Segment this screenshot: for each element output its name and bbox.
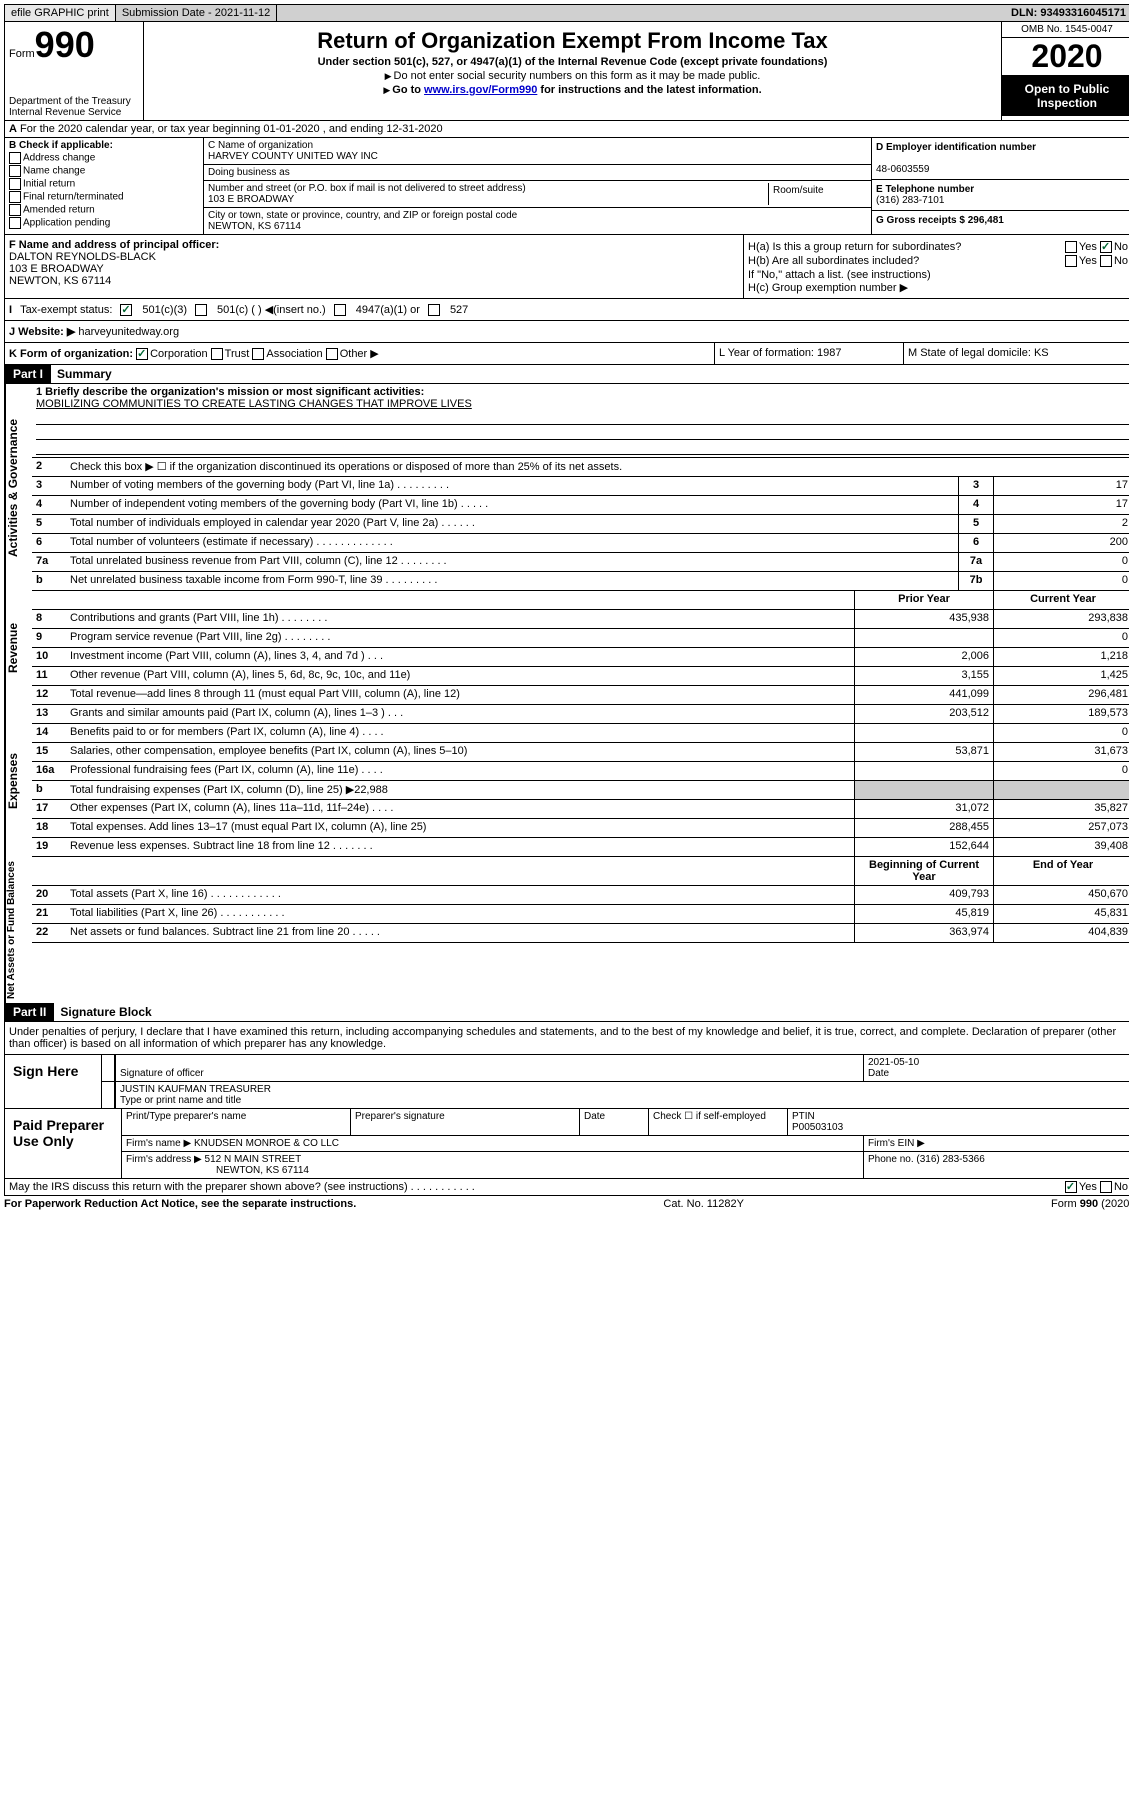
form-subtitle: Under section 501(c), 527, or 4947(a)(1)… <box>148 56 997 68</box>
header-left: Form990 Department of the Treasury Inter… <box>5 22 144 120</box>
part-i-header: Part ISummary <box>4 365 1129 384</box>
table-row: 2Check this box ▶ ☐ if the organization … <box>32 458 1129 477</box>
dln-label: DLN: 93493316045171 <box>1005 5 1129 21</box>
gross-receipts: G Gross receipts $ 296,481 <box>876 215 1004 226</box>
table-row: 8Contributions and grants (Part VIII, li… <box>32 610 1129 629</box>
header-right: OMB No. 1545-0047 2020 Open to Public In… <box>1001 22 1129 120</box>
form-header: Form990 Department of the Treasury Inter… <box>4 22 1129 121</box>
block-bcd: B Check if applicable: Address change Na… <box>4 138 1129 234</box>
org-city: NEWTON, KS 67114 <box>208 221 301 232</box>
table-row: 17Other expenses (Part IX, column (A), l… <box>32 800 1129 819</box>
table-row: 5Total number of individuals employed in… <box>32 515 1129 534</box>
table-row: 19Revenue less expenses. Subtract line 1… <box>32 838 1129 857</box>
table-row: 10Investment income (Part VIII, column (… <box>32 648 1129 667</box>
summary-table: Activities & Governance 1 Briefly descri… <box>4 384 1129 591</box>
discuss-no-checkbox[interactable] <box>1100 1181 1112 1193</box>
open-inspection: Open to Public Inspection <box>1002 76 1129 116</box>
501c3-checkbox[interactable] <box>120 304 132 316</box>
part-ii-header: Part IISignature Block <box>4 1003 1129 1022</box>
submission-date: Submission Date - 2021-11-12 <box>116 5 277 21</box>
table-row: 13Grants and similar amounts paid (Part … <box>32 705 1129 724</box>
form-version: Form 990 (2020) <box>1051 1198 1129 1210</box>
signature-declaration: Under penalties of perjury, I declare th… <box>4 1022 1129 1054</box>
website: harveyunitedway.org <box>78 326 179 338</box>
discuss-yes-checkbox[interactable] <box>1065 1181 1077 1193</box>
discuss-row: May the IRS discuss this return with the… <box>4 1179 1129 1196</box>
table-row: 7aTotal unrelated business revenue from … <box>32 553 1129 572</box>
officer-name: JUSTIN KAUFMAN TREASURER <box>120 1084 271 1095</box>
top-toolbar: efile GRAPHIC print Submission Date - 20… <box>4 4 1129 22</box>
side-governance: Activities & Governance <box>5 384 32 591</box>
org-address: 103 E BROADWAY <box>208 194 294 205</box>
form-title: Return of Organization Exempt From Incom… <box>148 28 997 54</box>
row-j-website: J Website: ▶ harveyunitedway.org <box>4 320 1129 343</box>
col-h-group: H(a) Is this a group return for subordin… <box>744 235 1129 298</box>
col-f-officer: F Name and address of principal officer:… <box>5 235 744 298</box>
table-row: 11Other revenue (Part VIII, column (A), … <box>32 667 1129 686</box>
table-row: 20Total assets (Part X, line 16) . . . .… <box>32 886 1129 905</box>
table-row: 14Benefits paid to or for members (Part … <box>32 724 1129 743</box>
table-row: 4Number of independent voting members of… <box>32 496 1129 515</box>
form990-link[interactable]: www.irs.gov/Form990 <box>424 84 537 96</box>
note-goto: Go to www.irs.gov/Form990 for instructio… <box>148 84 997 96</box>
table-row: 3Number of voting members of the governi… <box>32 477 1129 496</box>
page-footer: For Paperwork Reduction Act Notice, see … <box>4 1196 1129 1212</box>
side-revenue: Revenue <box>5 591 32 705</box>
block-fh: F Name and address of principal officer:… <box>4 234 1129 298</box>
sign-here-block: Sign Here Signature of officer 2021-05-1… <box>4 1054 1129 1109</box>
side-netassets: Net Assets or Fund Balances <box>5 857 32 1003</box>
table-row: 21Total liabilities (Part X, line 26) . … <box>32 905 1129 924</box>
table-row: 6Total number of volunteers (estimate if… <box>32 534 1129 553</box>
row-klm: K Form of organization: Corporation Trus… <box>4 343 1129 365</box>
table-row: 16aProfessional fundraising fees (Part I… <box>32 762 1129 781</box>
row-a-tax-year: A For the 2020 calendar year, or tax yea… <box>4 121 1129 138</box>
side-expenses: Expenses <box>5 705 32 857</box>
table-row: 15Salaries, other compensation, employee… <box>32 743 1129 762</box>
table-row: 9Program service revenue (Part VIII, lin… <box>32 629 1129 648</box>
header-center: Return of Organization Exempt From Incom… <box>144 22 1001 120</box>
paid-preparer-block: Paid Preparer Use Only Print/Type prepar… <box>4 1109 1129 1179</box>
col-c-org-info: C Name of organization HARVEY COUNTY UNI… <box>204 138 871 234</box>
netassets-header: Beginning of Current Year End of Year <box>32 857 1129 886</box>
org-name: HARVEY COUNTY UNITED WAY INC <box>208 151 378 162</box>
revenue-header: Prior Year Current Year <box>32 591 1129 610</box>
tax-year: 2020 <box>1002 38 1129 76</box>
table-row: 12Total revenue—add lines 8 through 11 (… <box>32 686 1129 705</box>
phone: (316) 283-7101 <box>876 195 944 206</box>
dept-label: Department of the Treasury Internal Reve… <box>9 96 139 118</box>
toolbar-spacer <box>277 11 1005 15</box>
firm-name: KNUDSEN MONROE & CO LLC <box>194 1138 339 1149</box>
col-b-checkboxes: B Check if applicable: Address change Na… <box>5 138 204 234</box>
efile-print-button[interactable]: efile GRAPHIC print <box>5 5 116 21</box>
note-no-ssn: Do not enter social security numbers on … <box>148 70 997 82</box>
mission-row: 1 Briefly describe the organization's mi… <box>32 384 1129 458</box>
table-row: bNet unrelated business taxable income f… <box>32 572 1129 591</box>
col-d-ein-phone: D Employer identification number 48-0603… <box>871 138 1129 234</box>
omb-number: OMB No. 1545-0047 <box>1002 22 1129 38</box>
mission-text: MOBILIZING COMMUNITIES TO CREATE LASTING… <box>36 398 472 410</box>
row-i-tax-status: ITax-exempt status: 501(c)(3) 501(c) ( )… <box>4 298 1129 320</box>
form-number: Form990 <box>9 24 139 66</box>
table-row: bTotal fundraising expenses (Part IX, co… <box>32 781 1129 800</box>
table-row: 22Net assets or fund balances. Subtract … <box>32 924 1129 943</box>
ein: 48-0603559 <box>876 164 929 175</box>
ptin: P00503103 <box>792 1122 843 1133</box>
table-row: 18Total expenses. Add lines 13–17 (must … <box>32 819 1129 838</box>
